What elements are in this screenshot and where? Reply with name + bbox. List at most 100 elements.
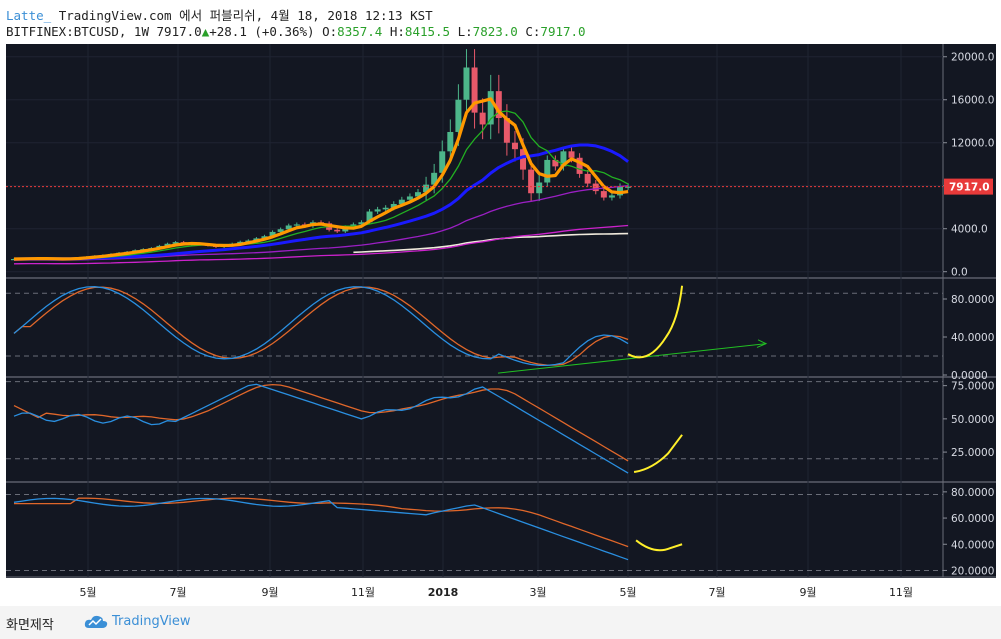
candle-body xyxy=(511,142,518,150)
current-price-label-bg xyxy=(944,178,993,195)
main-line xyxy=(13,383,629,474)
candle-body xyxy=(431,172,438,185)
candle-body xyxy=(568,151,575,158)
candle-body xyxy=(261,236,268,239)
chart-area[interactable]: 5월 7월 9월 11월 2018 3월 5월 7월 9월 11월 20000.0 16000.0 12… xyxy=(6,44,996,606)
candle-body xyxy=(269,231,276,237)
x-tick-label: 9월 xyxy=(261,586,278,599)
candle-body xyxy=(584,173,591,184)
close-label: C: xyxy=(525,24,541,39)
signal-line xyxy=(14,497,629,548)
candle-body xyxy=(471,67,478,113)
y-tick-label: 40.0000 xyxy=(951,539,994,551)
candle-body xyxy=(503,118,510,143)
candle-body xyxy=(552,159,559,167)
current-price-label: 7917.0 xyxy=(949,182,990,194)
chart-svg[interactable]: 5월 7월 9월 11월 2018 3월 5월 7월 9월 11월 20000.0 16000.0 12… xyxy=(6,44,996,606)
signal-line xyxy=(13,286,629,366)
candle-body xyxy=(374,209,381,212)
up-arrow-icon: ▲ xyxy=(201,24,210,39)
symbol-label[interactable]: BITFINEX:BTCUSD, 1W xyxy=(6,24,149,39)
high-value: 8415.5 xyxy=(404,24,451,39)
main-line xyxy=(13,286,629,367)
x-tick-label: 5월 xyxy=(619,586,636,599)
chart-header: Latte_ TradingView.com 에서 퍼블리쉬, 4월 18, 2… xyxy=(0,0,1001,44)
candle-body xyxy=(334,229,341,232)
price-change: +28.1 (+0.36%) xyxy=(209,24,315,39)
publish-info: TradingView.com 에서 퍼블리쉬, 4월 18, 2018 12:… xyxy=(58,8,433,23)
y-tick-label: 80.0000 xyxy=(951,294,994,306)
candle-body xyxy=(592,183,599,192)
y-tick-label: 0.0 xyxy=(951,267,968,279)
tradingview-logo[interactable]: TradingView xyxy=(84,614,191,629)
projection-curve xyxy=(635,539,683,552)
candle-body xyxy=(358,222,365,225)
candle-body xyxy=(600,191,607,198)
ma-line-blue xyxy=(13,143,629,261)
y-tick-label: 60.0000 xyxy=(951,513,994,525)
y-tick-label: 80.0000 xyxy=(951,487,994,499)
ma-line-green xyxy=(13,110,629,260)
chart-background xyxy=(6,44,996,606)
footer-label: 화면제작 xyxy=(6,618,54,633)
candle-body xyxy=(382,207,389,210)
candle-body xyxy=(406,196,413,200)
cloud-icon xyxy=(84,615,108,628)
y-tick-label: 0.0000 xyxy=(951,370,988,382)
candle-body xyxy=(447,131,454,152)
candle-body xyxy=(560,151,567,167)
ma-line-magenta xyxy=(13,224,629,265)
y-tick-label: 75.0000 xyxy=(951,381,994,393)
y-tick-label: 40.0000 xyxy=(951,332,994,344)
candle-body xyxy=(536,182,543,194)
main-line xyxy=(13,497,629,561)
candle-body xyxy=(495,91,502,119)
candle-body xyxy=(608,195,615,198)
signal-line xyxy=(13,383,629,462)
y-tick-label: 12000.0 xyxy=(951,138,994,150)
y-tick-label: 20.0000 xyxy=(951,565,994,577)
low-label: L: xyxy=(457,24,473,39)
author-link[interactable]: Latte_ xyxy=(6,8,52,23)
close-value: 7917.0 xyxy=(540,24,586,39)
x-tick-label: 7월 xyxy=(169,586,186,599)
candle-body xyxy=(439,151,446,173)
candle-body xyxy=(366,211,373,223)
footer: 화면제작 TradingView xyxy=(0,606,1001,639)
x-tick-label: 7월 xyxy=(708,586,725,599)
y-tick-label: 25.0000 xyxy=(951,447,994,459)
tradingview-brand: TradingView xyxy=(112,614,191,629)
price-axis-background xyxy=(943,44,996,577)
trendline-arrow xyxy=(497,343,767,374)
x-tick-label: 9월 xyxy=(799,586,816,599)
candle-body xyxy=(463,67,470,100)
candle-body xyxy=(625,186,632,188)
ma-line-white xyxy=(353,232,629,254)
candle-body xyxy=(398,199,405,204)
x-tick-label: 5월 xyxy=(79,586,96,599)
high-label: H: xyxy=(389,24,405,39)
candle-body xyxy=(164,243,171,246)
y-tick-label: 20000.0 xyxy=(951,52,994,64)
candle-body xyxy=(576,157,583,174)
candle-body xyxy=(520,149,527,170)
candle-body xyxy=(285,225,292,230)
candle-body xyxy=(172,242,179,244)
candle-body xyxy=(423,184,430,193)
projection-curve xyxy=(633,434,683,474)
publish-line: Latte_ TradingView.com 에서 퍼블리쉬, 4월 18, 2… xyxy=(6,5,433,24)
candle-body xyxy=(479,112,486,125)
candle-body xyxy=(277,229,284,232)
x-tick-label: 2018 xyxy=(428,586,459,599)
open-label: O: xyxy=(322,24,338,39)
candle-body xyxy=(544,159,551,183)
candle-body xyxy=(487,91,494,125)
arrow-head xyxy=(756,339,768,348)
candle-body xyxy=(390,203,397,208)
candle-body xyxy=(455,99,462,132)
open-value: 8357.4 xyxy=(337,24,383,39)
time-axis-background xyxy=(6,578,996,606)
y-tick-label: 4000.0 xyxy=(951,224,988,236)
x-tick-label: 11월 xyxy=(889,586,913,599)
candle-body xyxy=(528,169,535,194)
